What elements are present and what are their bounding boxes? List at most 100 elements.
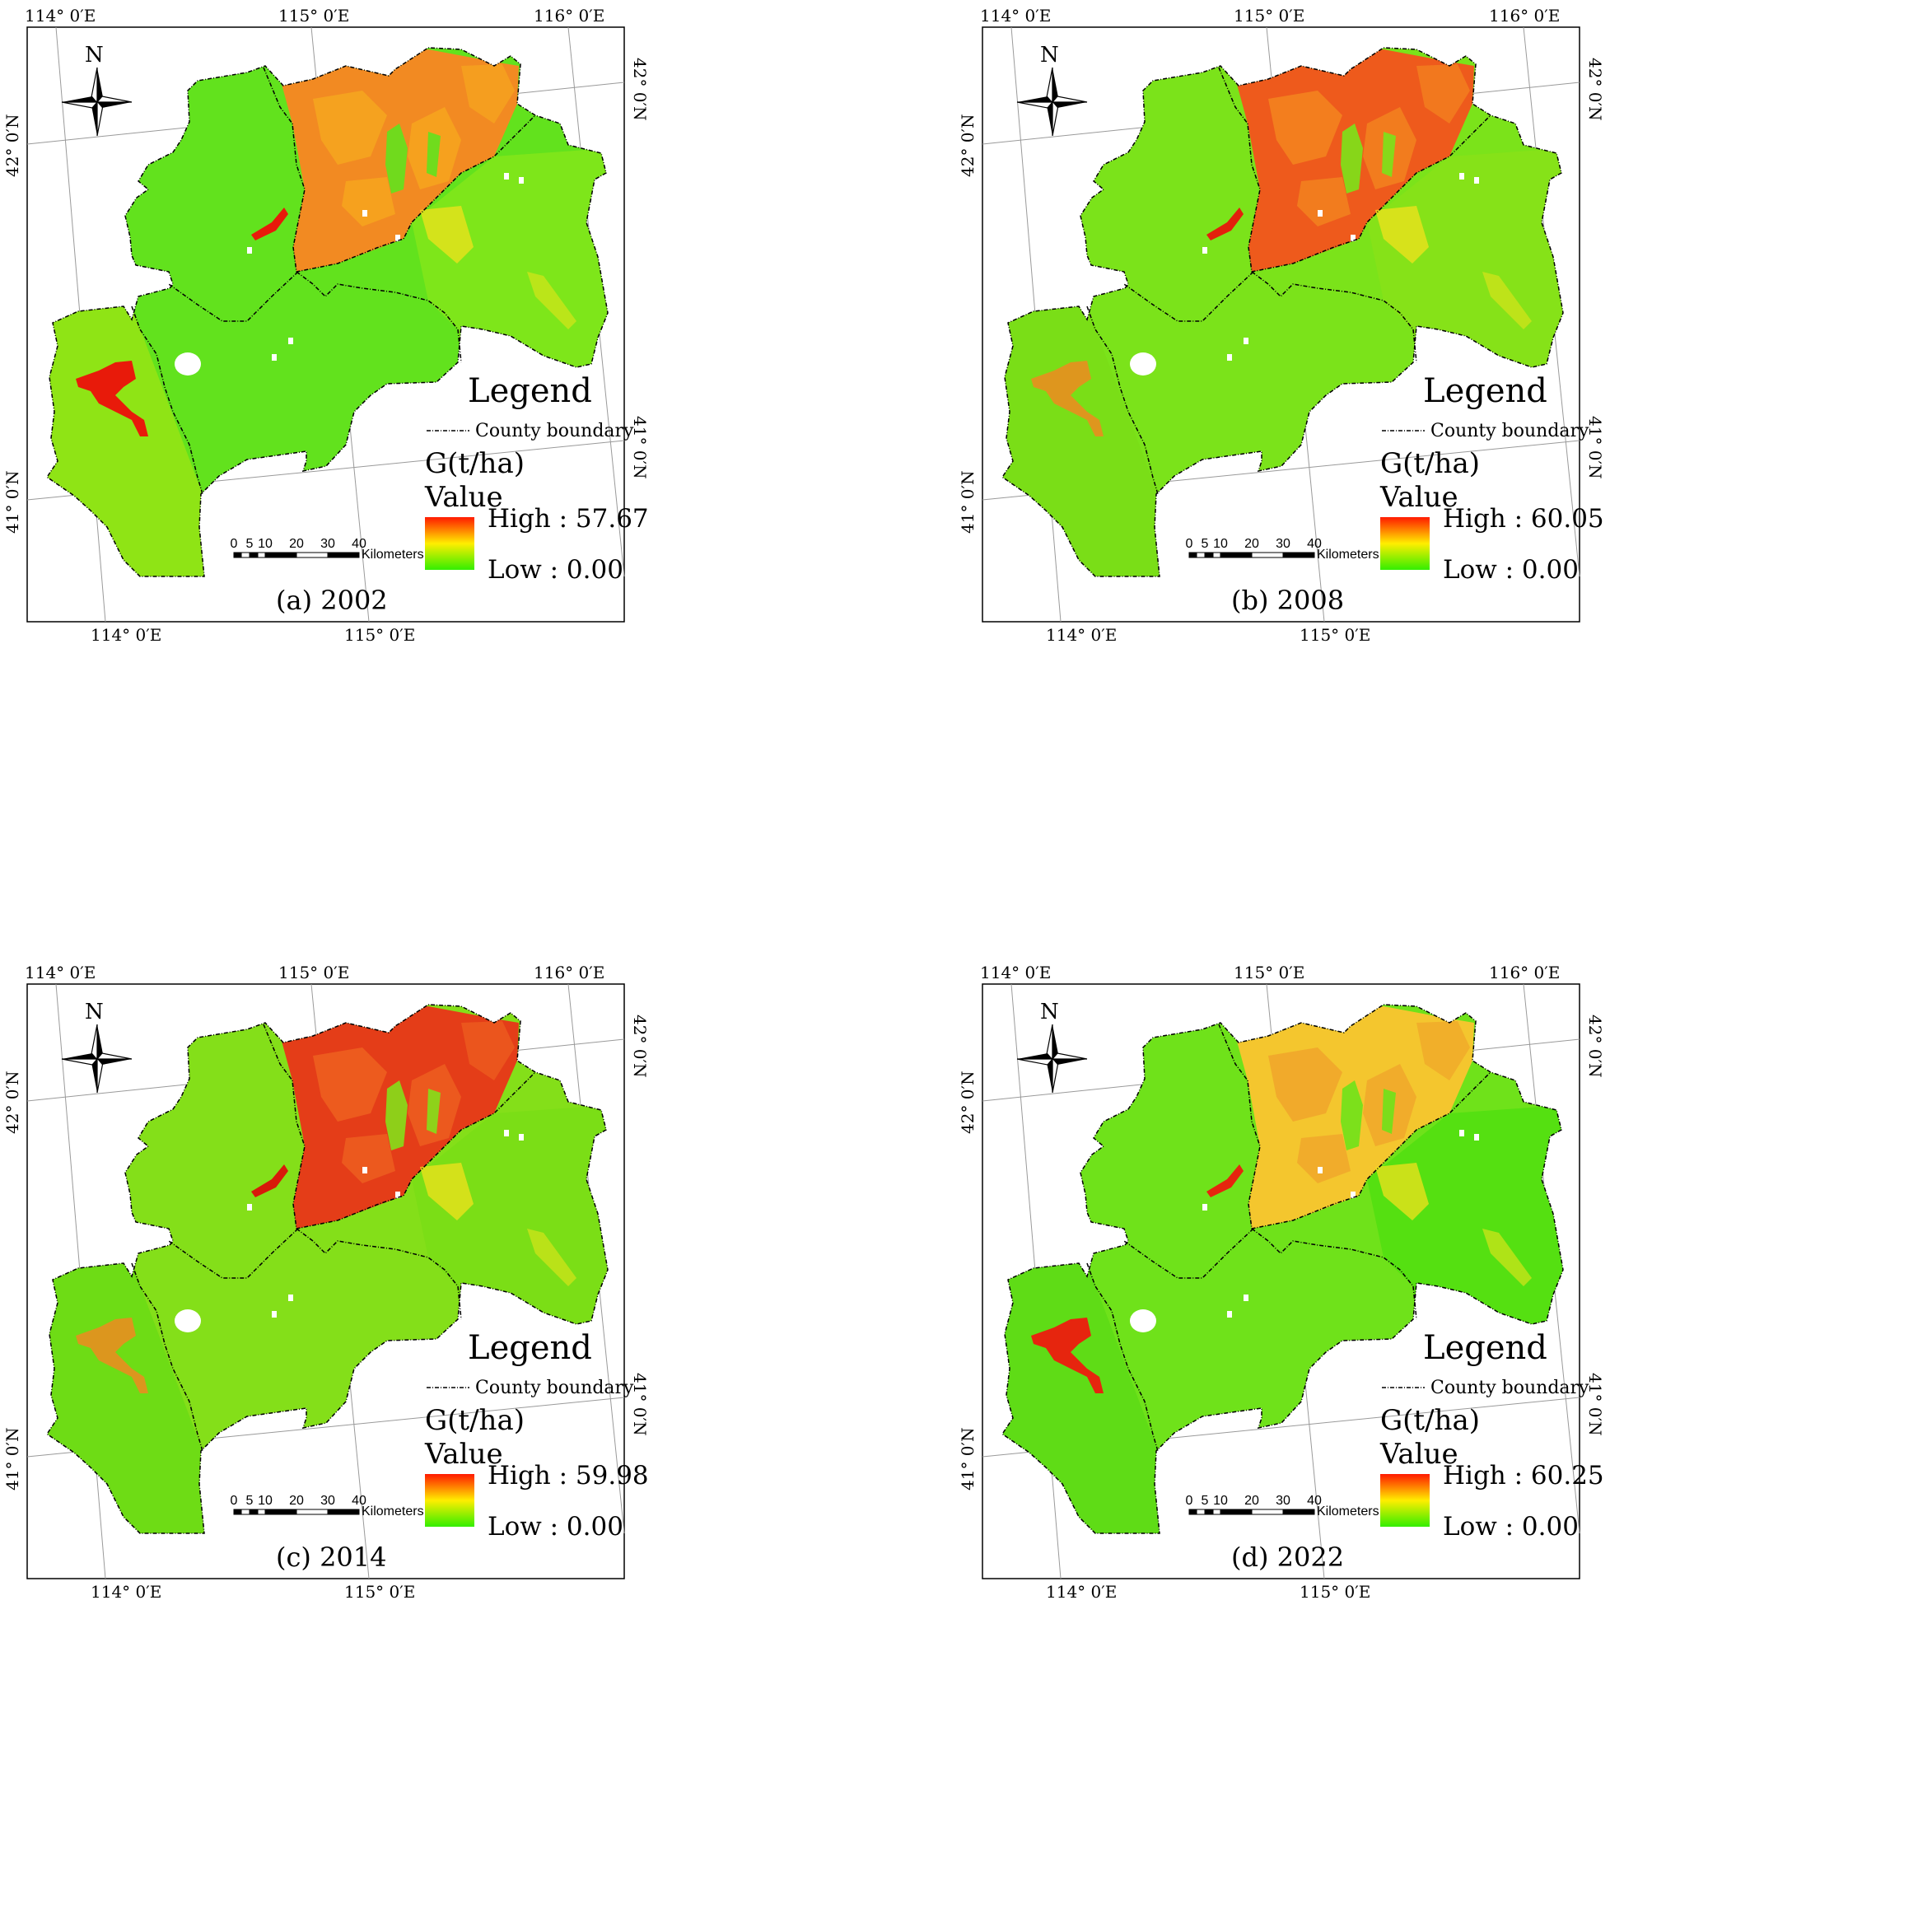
scale-tick-label: 10 [1213, 537, 1228, 551]
north-arrow-icon: N [61, 43, 133, 137]
scale-tick-label: 20 [289, 1494, 304, 1508]
scale-tick-label: 40 [352, 1494, 366, 1508]
lon-label-114: 114° 0′E [25, 6, 96, 26]
scale-tick-label: 0 [1186, 537, 1193, 551]
legend-title: Legend [468, 1329, 592, 1367]
lat-label-42-left: 42° 0′N [2, 1071, 22, 1134]
lat-label-41-right: 41° 0′N [1585, 1373, 1605, 1436]
county-boundary-line [1086, 306, 1159, 495]
county-boundary-line [1123, 271, 1254, 322]
map-panel-b: 114° 0′E 115° 0′E 116° 0′E 114° 0′E 115° 0′E… [955, 0, 1921, 961]
county-boundary-line [1251, 271, 1417, 363]
lat-label-41-left: 41° 0′N [958, 470, 978, 534]
map-svg: 114° 0′E 115° 0′E 116° 0′E 114° 0′E 115° 0′E… [958, 963, 1605, 1602]
map-panel-a: 114° 0′E 115° 0′E 116° 0′E 114° 0′E 115° 0′E… [0, 0, 966, 961]
lon-label-115: 115° 0′E [1234, 963, 1304, 982]
legend-high: High : 59.98 [488, 1461, 649, 1490]
county-boundary-line [1251, 1228, 1417, 1320]
lat-label-41-right: 41° 0′N [630, 1373, 650, 1436]
lon-label-114-bottom: 114° 0′E [91, 625, 161, 645]
scale-unit: Kilometers [1317, 1504, 1379, 1518]
lon-label-114: 114° 0′E [980, 6, 1051, 26]
lat-label-42-left: 42° 0′N [2, 114, 22, 177]
lon-label-114-bottom: 114° 0′E [1046, 625, 1117, 645]
county-boundary-line [168, 1228, 299, 1279]
legend-variable: G(t/ha) [425, 1404, 525, 1437]
lon-label-116: 116° 0′E [1489, 6, 1560, 26]
study-area-outline [1002, 47, 1564, 577]
lon-label-115: 115° 0′E [278, 6, 349, 26]
lat-label-42-right: 42° 0′N [630, 1015, 650, 1078]
scale-tick-label: 10 [258, 1494, 273, 1508]
county-boundary-line [296, 1228, 462, 1320]
scale-tick-label: 0 [1186, 1494, 1193, 1508]
legend-title: Legend [1423, 372, 1547, 410]
county-boundary-line [131, 1262, 203, 1452]
legend-high: High : 60.25 [1443, 1461, 1604, 1490]
scale-tick-label: 20 [1244, 1494, 1259, 1508]
lat-label-41-right: 41° 0′N [630, 416, 650, 479]
county-boundary-line [263, 67, 536, 273]
map-panel-c: 114° 0′E 115° 0′E 116° 0′E 114° 0′E 115° 0′E… [0, 957, 966, 1918]
county-boundary-line [1123, 1228, 1254, 1279]
scale-tick-label: 30 [1276, 1494, 1290, 1508]
legend-low: Low : 0.00 [1443, 555, 1579, 585]
legend-variable: G(t/ha) [425, 447, 525, 480]
county-boundary-line [131, 306, 203, 495]
scale-tick-label: 40 [1307, 1494, 1322, 1508]
legend-title: Legend [1423, 1329, 1547, 1367]
north-label: N [1040, 43, 1059, 68]
legend-color-ramp [425, 517, 474, 570]
legend-high: High : 57.67 [488, 504, 649, 534]
lat-label-41-left: 41° 0′N [958, 1427, 978, 1490]
north-label: N [85, 1000, 104, 1024]
legend-value-label: Value [1379, 1438, 1458, 1471]
lon-label-114: 114° 0′E [25, 963, 96, 982]
legend-color-ramp [1380, 1474, 1430, 1527]
north-arrow-icon: N [1016, 1000, 1088, 1094]
scale-tick-label: 40 [352, 537, 366, 551]
county-boundary-line [1086, 1262, 1159, 1452]
scale-tick-label: 0 [231, 537, 238, 551]
map-svg: 114° 0′E 115° 0′E 116° 0′E 114° 0′E 115° 0′E… [958, 6, 1605, 645]
north-label: N [85, 43, 104, 68]
panel-caption: (d) 2022 [1231, 1542, 1344, 1573]
legend-high: High : 60.05 [1443, 504, 1604, 534]
scale-tick-label: 30 [1276, 537, 1290, 551]
lat-label-42-right: 42° 0′N [1585, 58, 1605, 121]
north-arrow-icon: N [1016, 43, 1088, 137]
lon-label-114-bottom: 114° 0′E [1046, 1582, 1117, 1602]
panel-caption: (b) 2008 [1231, 585, 1344, 616]
lon-label-115: 115° 0′E [278, 963, 349, 982]
lon-label-114: 114° 0′E [980, 963, 1051, 982]
legend-boundary-label: County boundary [475, 1378, 634, 1398]
panel-caption: (a) 2002 [276, 585, 388, 616]
legend-variable: G(t/ha) [1380, 1404, 1480, 1437]
legend-low: Low : 0.00 [1443, 1512, 1579, 1542]
legend-color-ramp [1380, 517, 1430, 570]
scale-unit: Kilometers [362, 1504, 424, 1518]
county-boundary-line [263, 1024, 536, 1229]
scale-tick-label: 5 [246, 1494, 254, 1508]
county-boundary-line [168, 271, 299, 322]
scale-tick-label: 10 [1213, 1494, 1228, 1508]
lat-label-42-right: 42° 0′N [630, 58, 650, 121]
scale-tick-label: 20 [289, 537, 304, 551]
north-label: N [1040, 1000, 1059, 1024]
lon-label-115-bottom: 115° 0′E [344, 625, 415, 645]
lat-label-41-left: 41° 0′N [2, 1427, 22, 1490]
lat-label-42-left: 42° 0′N [958, 1071, 978, 1134]
legend-boundary-label: County boundary [475, 421, 634, 441]
map-svg: 114° 0′E 115° 0′E 116° 0′E 114° 0′E 115° 0′E… [2, 6, 650, 645]
lon-label-115-bottom: 115° 0′E [344, 1582, 415, 1602]
legend-variable: G(t/ha) [1380, 447, 1480, 480]
study-area-outline [47, 47, 609, 577]
county-boundary-line [1218, 67, 1491, 273]
legend-boundary-label: County boundary [1430, 1378, 1589, 1398]
scale-tick-label: 0 [231, 1494, 238, 1508]
